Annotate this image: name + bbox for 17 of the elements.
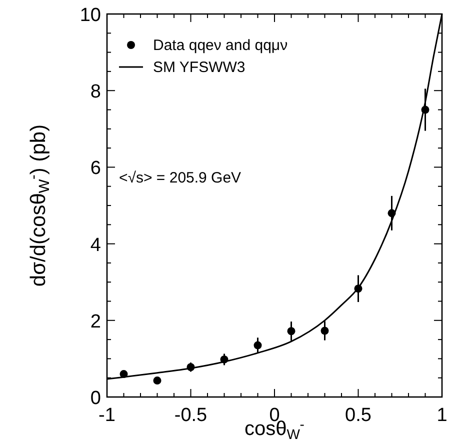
y-tick-label: 2 <box>90 311 101 332</box>
x-tick-label: -1 <box>98 405 116 426</box>
y-tick-label: 4 <box>90 234 102 256</box>
point <box>153 376 162 385</box>
legend-label: Data qqeν and qqμν <box>153 37 288 54</box>
point <box>320 326 329 335</box>
point <box>287 327 296 336</box>
legend-label: SM YFSWW3 <box>153 59 246 76</box>
y-tick-label: 6 <box>90 158 101 180</box>
point <box>254 341 262 350</box>
y-tick-label: 10 <box>80 5 101 26</box>
y-tick-label: 0 <box>90 388 101 409</box>
y-tick-label: 8 <box>90 82 101 103</box>
x-tick-label: 1 <box>436 405 448 426</box>
x-tick-label: -0.5 <box>174 405 208 426</box>
annotation: <√s> = 205.9 GeV <box>119 170 242 187</box>
x-tick-label: 0.5 <box>345 405 372 426</box>
